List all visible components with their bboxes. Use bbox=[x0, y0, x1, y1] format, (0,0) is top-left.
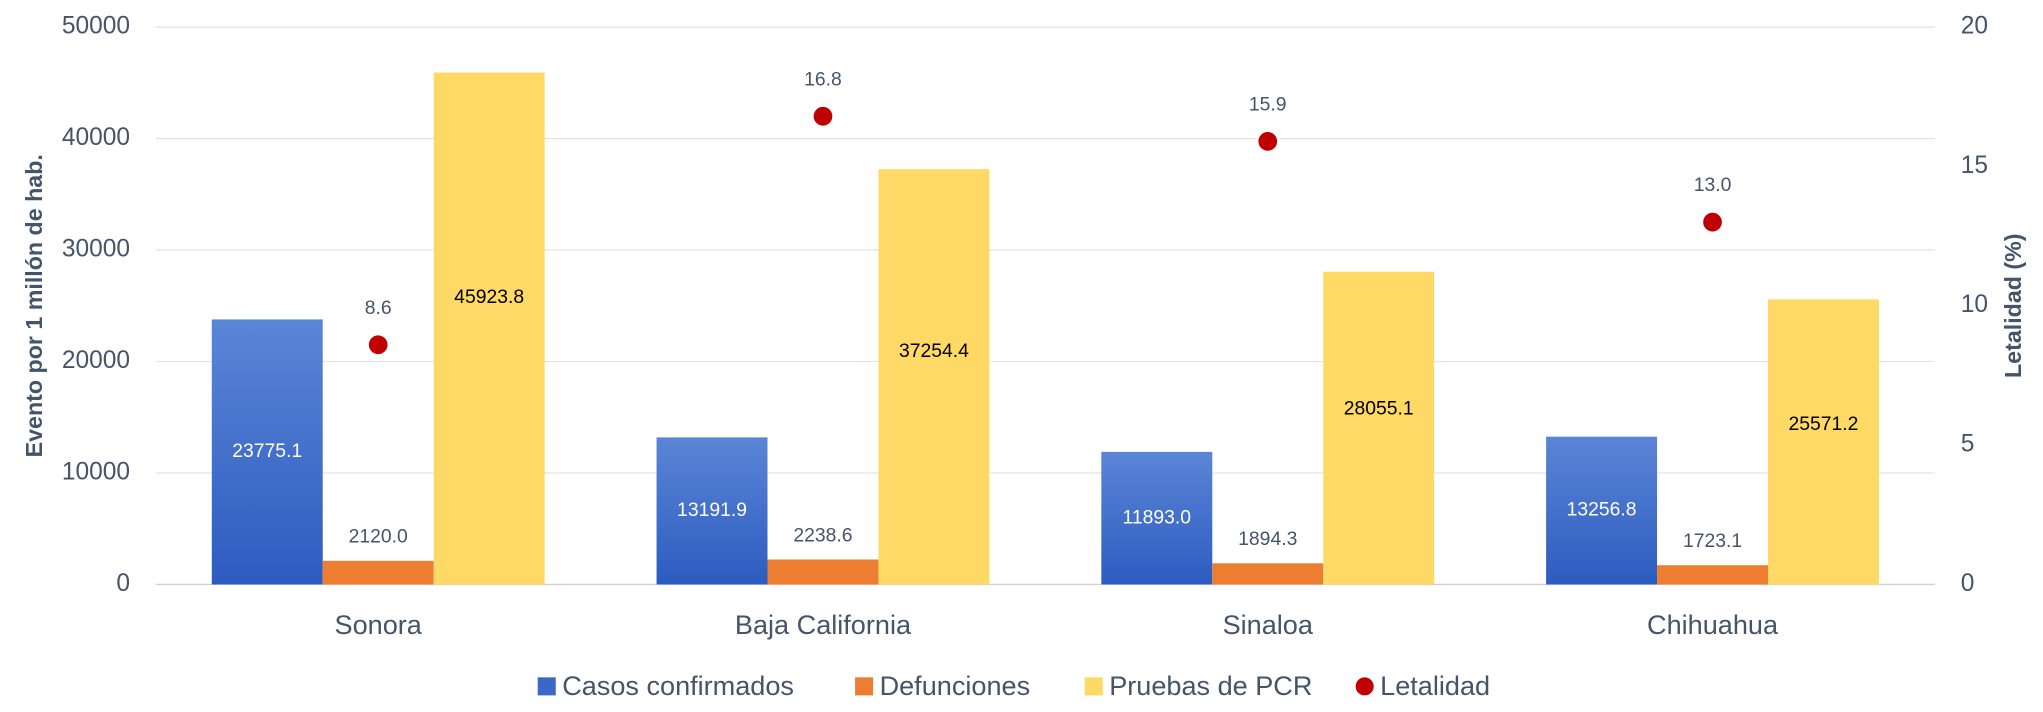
y2-tick-label: 10 bbox=[1961, 291, 1988, 318]
legend-marker bbox=[855, 677, 874, 696]
data-label: 25571.2 bbox=[1789, 413, 1859, 435]
data-label: 37254.4 bbox=[899, 340, 969, 362]
bar bbox=[1546, 436, 1658, 585]
bar bbox=[322, 560, 434, 585]
y2-tick-label: 15 bbox=[1961, 152, 1988, 179]
y-axis-label: Evento por 1 millón de hab. bbox=[21, 154, 47, 457]
point bbox=[366, 333, 390, 357]
data-label: 28055.1 bbox=[1344, 397, 1414, 419]
point bbox=[1256, 130, 1280, 153]
data-label: 1894.3 bbox=[1238, 528, 1297, 550]
data-label: 2120.0 bbox=[349, 526, 408, 548]
legend-marker bbox=[1084, 677, 1103, 696]
data-label: 13256.8 bbox=[1567, 499, 1637, 521]
data-label: 13191.9 bbox=[677, 499, 747, 521]
data-label: 1723.1 bbox=[1683, 530, 1742, 552]
data-label: 15.9 bbox=[1249, 93, 1287, 115]
legend-marker bbox=[1355, 677, 1374, 696]
x-tick-label: Sonora bbox=[335, 609, 423, 640]
y-tick-label: 10000 bbox=[62, 458, 130, 485]
data-label: 45923.8 bbox=[454, 286, 524, 308]
data-label: 8.6 bbox=[365, 297, 392, 319]
legend-label: Pruebas de PCR bbox=[1109, 670, 1312, 701]
y-tick-label: 30000 bbox=[62, 235, 130, 262]
y-tick-label: 0 bbox=[116, 570, 130, 597]
bar bbox=[656, 437, 768, 585]
data-label: 2238.6 bbox=[793, 524, 852, 546]
y2-tick-label: 0 bbox=[1961, 570, 1975, 597]
bar bbox=[433, 72, 545, 585]
y-tick-label: 40000 bbox=[62, 124, 130, 151]
x-tick-label: Sinaloa bbox=[1223, 609, 1314, 640]
legend-label: Casos confirmados bbox=[562, 670, 794, 701]
point bbox=[811, 104, 835, 128]
x-tick-label: Baja California bbox=[735, 609, 912, 640]
y2-tick-label: 20 bbox=[1961, 13, 1988, 40]
data-label: 11893.0 bbox=[1123, 506, 1192, 528]
bar bbox=[1768, 299, 1879, 585]
y2-tick-label: 5 bbox=[1961, 431, 1975, 458]
y2-axis-label: Letalidad (%) bbox=[2000, 234, 2026, 378]
data-label: 23775.1 bbox=[232, 440, 302, 462]
bar bbox=[1101, 451, 1213, 585]
bar bbox=[1323, 271, 1435, 585]
legend-label: Defunciones bbox=[880, 670, 1031, 701]
bar bbox=[878, 169, 990, 585]
bar bbox=[1657, 565, 1769, 585]
bar bbox=[1212, 563, 1324, 585]
y-tick-label: 50000 bbox=[62, 13, 130, 40]
y-tick-label: 20000 bbox=[62, 347, 130, 374]
x-tick-label: Chihuahua bbox=[1647, 609, 1779, 640]
data-label: 16.8 bbox=[804, 68, 842, 90]
point bbox=[1701, 210, 1724, 234]
data-label: 13.0 bbox=[1694, 174, 1732, 196]
bar bbox=[211, 319, 323, 585]
legend-label: Letalidad bbox=[1380, 670, 1490, 701]
legend-marker bbox=[537, 677, 556, 696]
bar bbox=[767, 559, 879, 585]
